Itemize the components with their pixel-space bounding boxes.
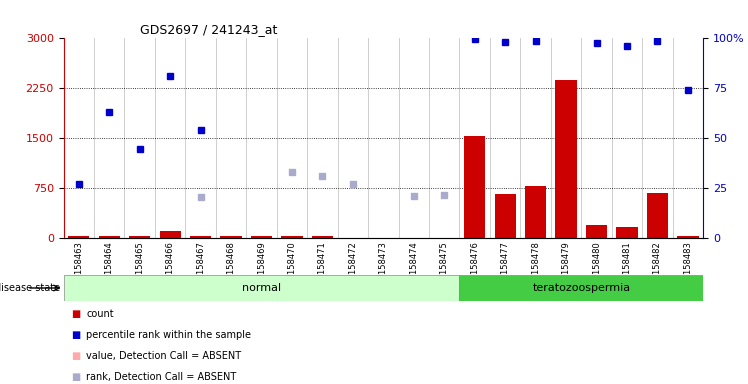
- Bar: [190, 236, 211, 238]
- Text: GDS2697 / 241243_at: GDS2697 / 241243_at: [141, 23, 278, 36]
- Text: teratozoospermia: teratozoospermia: [533, 283, 631, 293]
- Text: percentile rank within the sample: percentile rank within the sample: [86, 330, 251, 340]
- Text: ■: ■: [71, 372, 80, 382]
- Text: disease state: disease state: [0, 283, 60, 293]
- Bar: [281, 236, 303, 238]
- Bar: [464, 136, 485, 238]
- Bar: [677, 236, 699, 238]
- Text: ■: ■: [71, 309, 80, 319]
- Text: count: count: [86, 309, 114, 319]
- Bar: [556, 79, 577, 238]
- Bar: [99, 236, 120, 238]
- Bar: [221, 236, 242, 238]
- Bar: [647, 193, 668, 238]
- Text: ■: ■: [71, 330, 80, 340]
- Bar: [459, 275, 703, 301]
- Text: ■: ■: [71, 351, 80, 361]
- Text: rank, Detection Call = ABSENT: rank, Detection Call = ABSENT: [86, 372, 236, 382]
- Bar: [312, 236, 333, 238]
- Bar: [159, 232, 181, 238]
- Bar: [64, 275, 459, 301]
- Bar: [251, 236, 272, 238]
- Text: normal: normal: [242, 283, 281, 293]
- Bar: [525, 186, 546, 238]
- Bar: [616, 227, 637, 238]
- Bar: [586, 225, 607, 238]
- Bar: [494, 194, 516, 238]
- Bar: [129, 236, 150, 238]
- Bar: [68, 236, 90, 238]
- Text: value, Detection Call = ABSENT: value, Detection Call = ABSENT: [86, 351, 241, 361]
